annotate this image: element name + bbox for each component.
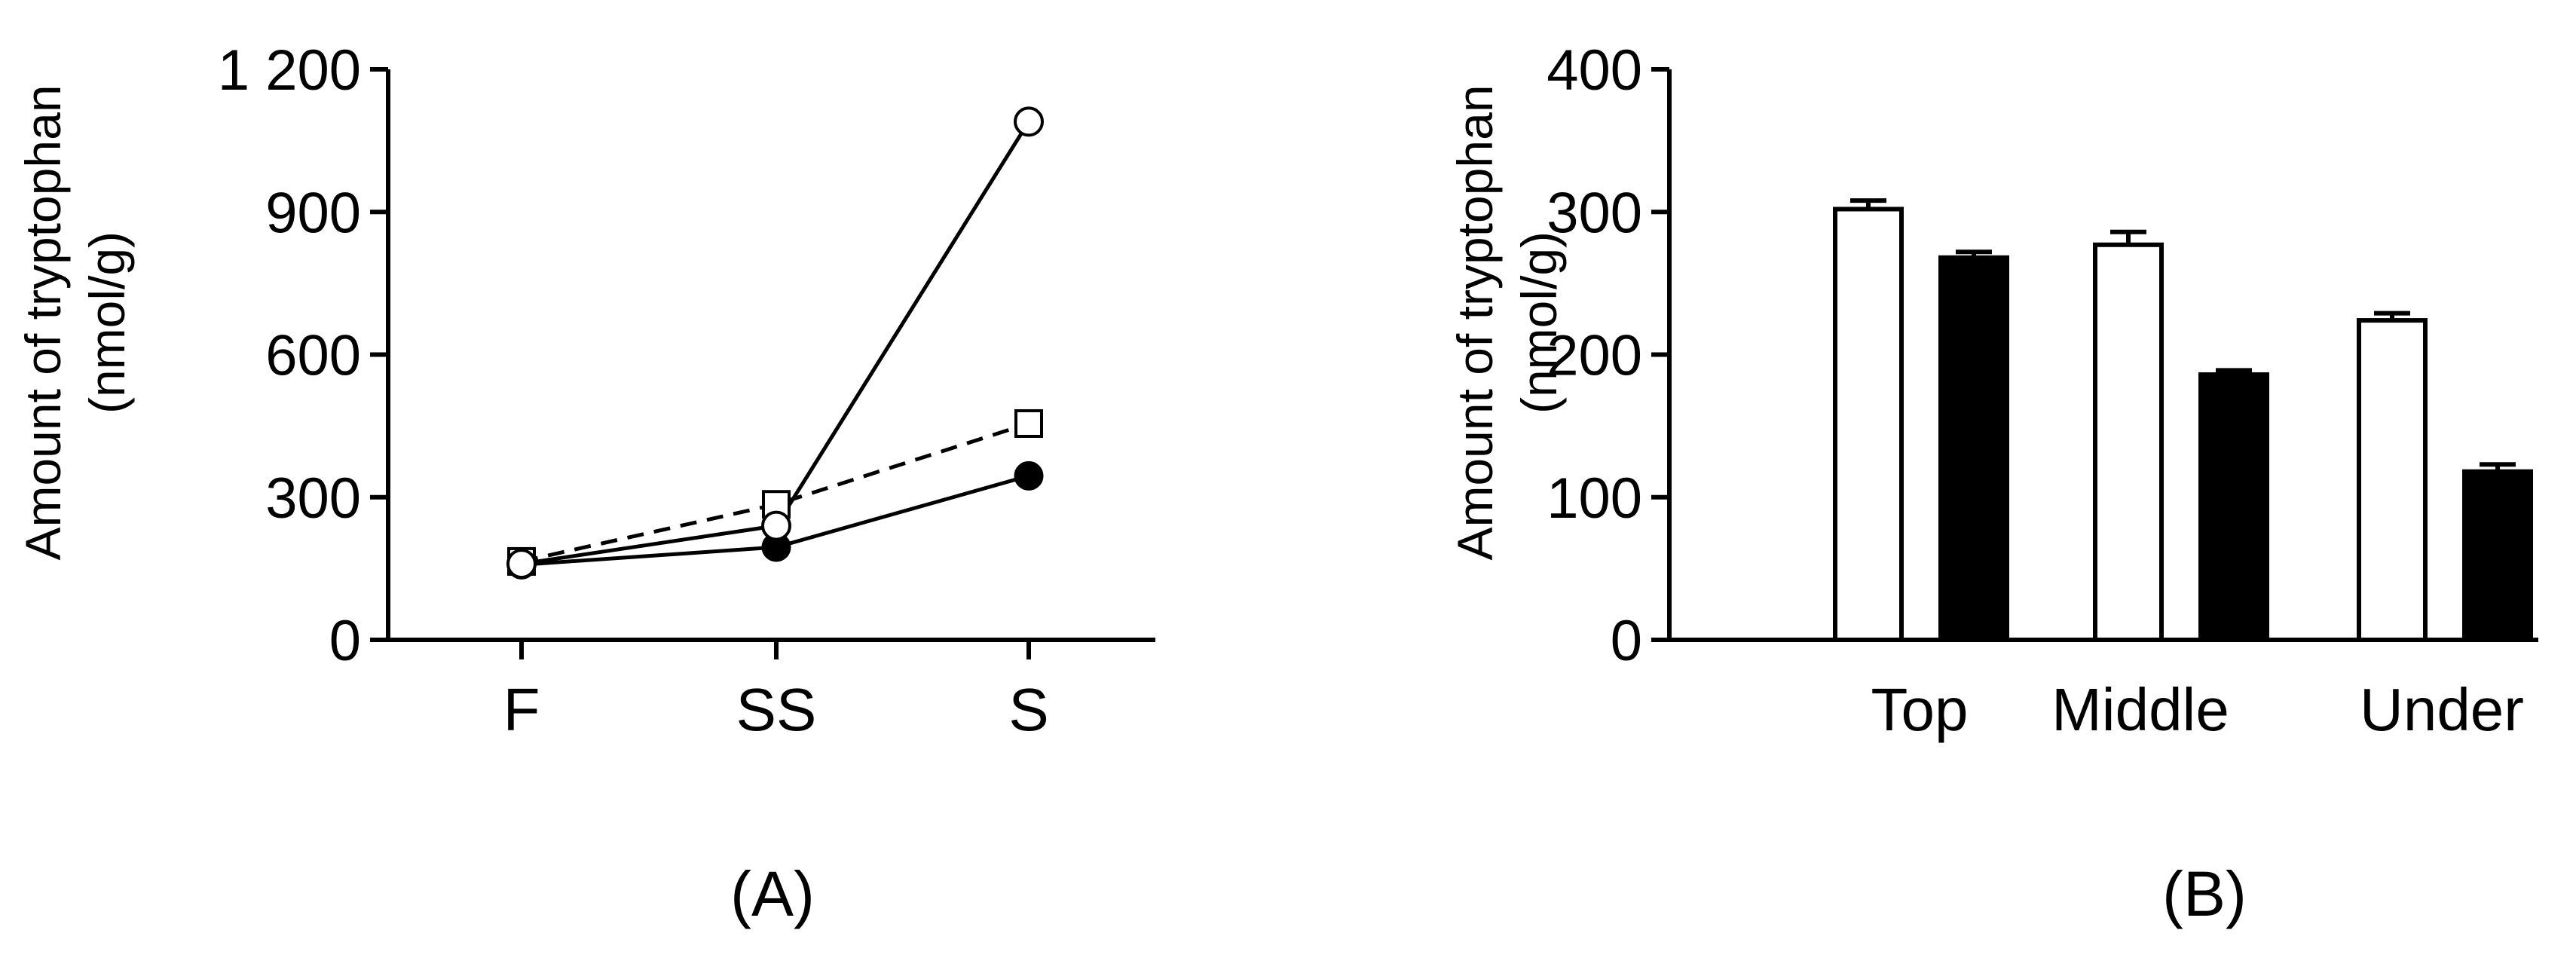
panel-b-chart: Amount of tryptophan (nmol/g) (B) 0 100 20…	[1447, 38, 2538, 929]
panel-a-ylabel-line2: (nmol/g)	[79, 231, 135, 414]
bar	[1938, 255, 2009, 642]
data-point	[506, 549, 537, 580]
panel-a-y-tick-label: 600	[265, 324, 361, 388]
data-point	[1014, 408, 1043, 438]
panel-b-x-tick-label: Middle	[2051, 676, 2229, 743]
bar	[1833, 207, 1904, 642]
panel-b-label: (B)	[2162, 858, 2247, 929]
panel-a-ylabel-line1: Amount of tryptophan	[15, 84, 71, 560]
panel-b-x-tick-label: Top	[1871, 676, 1969, 743]
panel-b-y-tick-label: 0	[1611, 609, 1642, 673]
data-point	[1014, 106, 1044, 137]
data-point	[761, 510, 791, 541]
panel-b-y-tick-label: 200	[1547, 324, 1642, 388]
panel-b-x-tick-label: Under	[2360, 676, 2524, 743]
panel-a-y-tick-label: 0	[329, 609, 361, 673]
panel-a-label: (A)	[730, 858, 815, 929]
panel-b-y-tick-label: 100	[1547, 467, 1642, 531]
panel-a-x-tick-label: S	[1008, 676, 1048, 743]
data-point	[1014, 460, 1044, 491]
panel-a-y-tick-label: 900	[265, 181, 361, 245]
series-line	[521, 421, 1029, 564]
panel-a-y-tick-label: 300	[265, 467, 361, 531]
bar	[2198, 372, 2269, 642]
panel-b-y-tick-label: 300	[1547, 181, 1642, 245]
panel-a-chart: Amount of tryptophan (nmol/g) (A) 0 300 60…	[15, 38, 1155, 929]
bar	[2093, 242, 2164, 642]
panel-b-ylabel-line2: (nmol/g)	[1511, 231, 1567, 414]
bar	[2357, 318, 2428, 642]
panel-b-ylabel-line1: Amount of tryptophan	[1447, 84, 1503, 560]
panel-a-x-tick-label: SS	[736, 676, 817, 743]
panel-a-x-tick-label: F	[503, 676, 540, 743]
bar	[2462, 469, 2533, 642]
panel-b-y-tick-label: 400	[1547, 38, 1642, 102]
panel-a-y-tick-label: 1 200	[218, 38, 361, 102]
